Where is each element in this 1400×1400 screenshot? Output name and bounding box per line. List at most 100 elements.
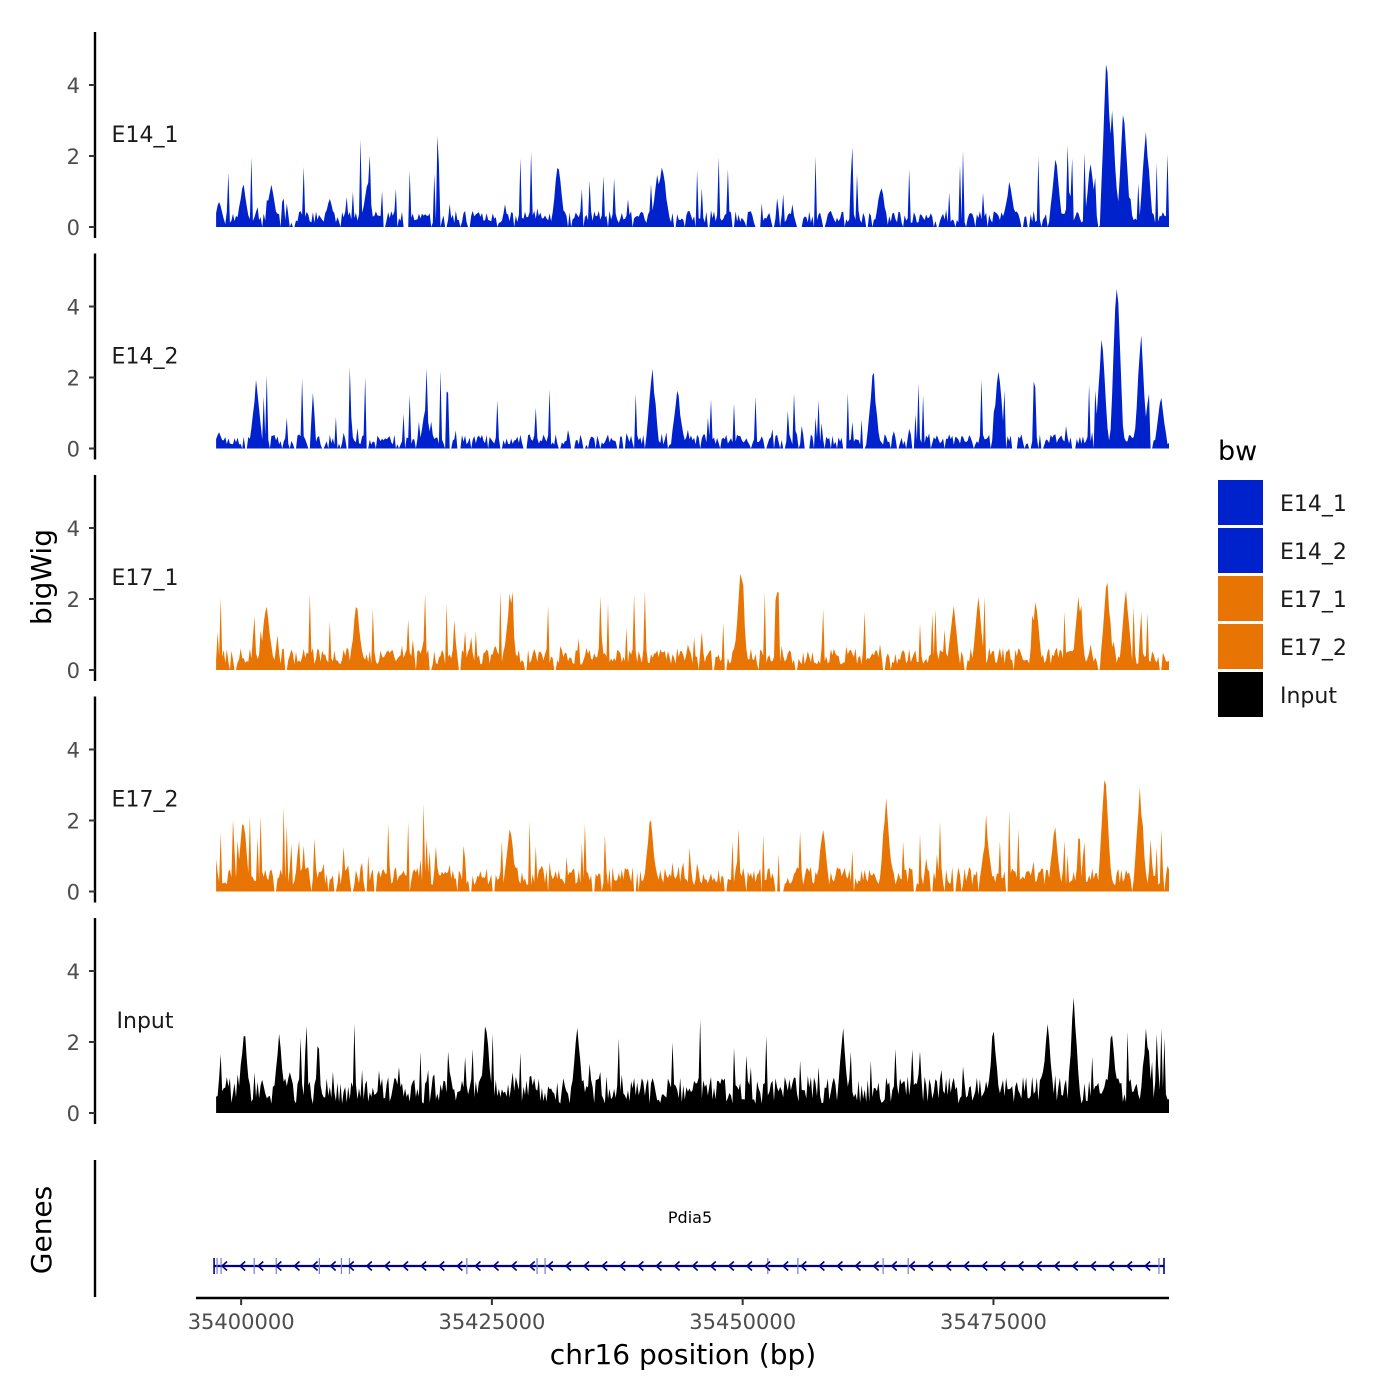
y-tick-label: 0 — [67, 216, 80, 240]
strand-arrow — [329, 1260, 337, 1272]
strand-arrow — [908, 1260, 916, 1272]
strand-arrow — [1017, 1260, 1024, 1272]
strand-arrow — [781, 1260, 789, 1272]
strand-arrow — [944, 1260, 952, 1272]
strand-arrow — [745, 1260, 753, 1272]
x-axis-title: chr16 position (bp) — [550, 1338, 816, 1371]
track-e17_2: 0 2 4 E17_2 — [67, 696, 1170, 905]
strand-arrow — [564, 1260, 572, 1272]
strand-arrow — [600, 1260, 608, 1272]
coverage-area-e17_2 — [216, 780, 1170, 892]
coverage-area-e14_2 — [216, 288, 1170, 449]
strand-arrow — [220, 1260, 228, 1272]
y-tick-label: 4 — [67, 296, 80, 320]
strand-arrow — [1143, 1260, 1151, 1272]
strand-arrow — [257, 1260, 264, 1272]
strand-arrow — [1089, 1260, 1097, 1272]
coverage-area-e17_1 — [216, 573, 1170, 670]
strand-arrow — [763, 1260, 771, 1272]
y-tick-label: 4 — [67, 74, 80, 98]
legend-key-e14_2 — [1218, 528, 1263, 573]
strand-arrow — [474, 1260, 481, 1272]
gene-pdia5: Pdia5 — [213, 1208, 1165, 1274]
strand-arrow — [836, 1260, 843, 1272]
strand-arrow — [1125, 1260, 1133, 1272]
y-tick-label: 2 — [67, 145, 80, 169]
x-tick-label: 35400000 — [188, 1310, 295, 1334]
coverage-tracks: 0 2 4 E14_1 0 2 4 E14_2 0 2 4 E17_1 0 2 4 E17_2 0 2 4 Input — [67, 32, 1170, 1126]
x-tick-label: 35450000 — [689, 1310, 796, 1334]
x-tick-label: 35475000 — [940, 1310, 1047, 1334]
y-tick-label: 0 — [67, 438, 80, 462]
strand-arrow — [637, 1260, 644, 1272]
strand-arrow — [311, 1260, 319, 1272]
strand-arrow — [890, 1260, 898, 1272]
legend-label: E17_2 — [1280, 636, 1347, 661]
legend-title: bw — [1218, 436, 1257, 467]
strand-arrow — [854, 1260, 862, 1272]
coverage-area-e14_1 — [216, 64, 1170, 228]
y-tick-label: 2 — [67, 1031, 80, 1055]
track-label: Input — [117, 1009, 174, 1034]
strand-arrow — [528, 1260, 536, 1272]
track-e14_2: 0 2 4 E14_2 — [67, 253, 1170, 462]
legend-label: E17_1 — [1280, 588, 1347, 613]
strand-arrow — [872, 1260, 880, 1272]
strand-arrow — [1071, 1260, 1079, 1272]
legend-key-e14_1 — [1218, 480, 1263, 525]
track-e17_1: 0 2 4 E17_1 — [67, 475, 1170, 683]
y-tick-label: 4 — [67, 960, 80, 984]
strand-arrow — [1053, 1260, 1061, 1272]
y-tick-label: 0 — [67, 881, 80, 905]
strand-arrow — [546, 1260, 554, 1272]
genes-axis-title: Genes — [25, 1186, 58, 1274]
y-tick-label: 2 — [67, 367, 80, 391]
strand-arrow — [727, 1260, 735, 1272]
legend-key-e17_1 — [1218, 576, 1263, 621]
track-label: E14_1 — [112, 123, 179, 148]
x-axis: 35400000 35425000 35450000 35475000 — [188, 1296, 1169, 1334]
strand-arrow — [999, 1260, 1006, 1272]
y-tick-label: 0 — [67, 659, 80, 683]
strand-arrow — [492, 1260, 500, 1272]
track-e14_1: 0 2 4 E14_1 — [67, 32, 1170, 240]
strand-arrow — [962, 1260, 970, 1272]
strand-arrow — [582, 1260, 590, 1272]
track-label: E14_2 — [112, 345, 179, 370]
strand-arrow — [401, 1260, 409, 1272]
y-tick-label: 0 — [67, 1102, 80, 1126]
y-axis-title: bigWig — [25, 529, 58, 625]
gene-label: Pdia5 — [668, 1208, 712, 1227]
y-tick-label: 4 — [67, 517, 80, 541]
strand-arrow — [383, 1260, 391, 1272]
x-tick-label: 35425000 — [438, 1310, 545, 1334]
y-tick-label: 2 — [67, 810, 80, 834]
y-tick-label: 4 — [67, 739, 80, 763]
strand-arrow — [347, 1260, 355, 1272]
strand-arrow — [510, 1260, 518, 1272]
strand-arrow — [926, 1260, 934, 1272]
track-label: E17_2 — [112, 788, 179, 813]
y-tick-label: 2 — [67, 588, 80, 612]
gene-track: Pdia5 — [93, 1160, 1165, 1297]
coverage-area-input — [216, 997, 1170, 1113]
strand-arrow — [365, 1260, 373, 1272]
legend-key-input — [1218, 672, 1263, 717]
strand-arrow — [419, 1260, 427, 1272]
strand-arrow — [293, 1260, 300, 1272]
track-label: E17_1 — [112, 566, 179, 591]
strand-arrow — [238, 1260, 246, 1272]
strand-arrow — [673, 1260, 681, 1272]
legend-label: Input — [1280, 684, 1337, 709]
strand-arrow — [1107, 1260, 1115, 1272]
strand-arrow — [981, 1260, 988, 1272]
legend-label: E14_1 — [1280, 492, 1347, 517]
strand-arrow — [655, 1260, 662, 1272]
legend-key-e17_2 — [1218, 624, 1263, 669]
strand-arrow — [275, 1260, 282, 1272]
strand-arrow — [818, 1260, 825, 1272]
strand-arrow — [1035, 1260, 1043, 1272]
legend-label: E14_2 — [1280, 540, 1347, 565]
legend: bw E14_1 E14_2 E17_1 E17_2 Input — [1218, 436, 1347, 717]
